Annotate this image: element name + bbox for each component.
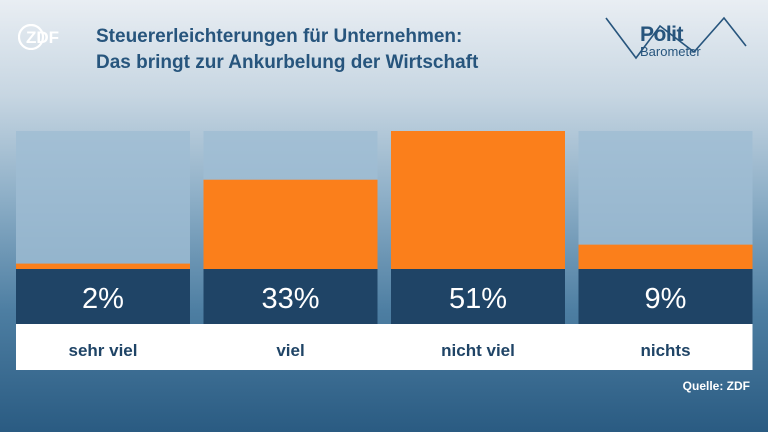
- bar-1: [203, 179, 378, 269]
- category-band: [16, 324, 753, 370]
- politbarometer-zigzag-icon: [605, 16, 747, 60]
- value-band-2: [391, 269, 565, 324]
- category-label-3: nichts: [640, 341, 690, 360]
- zdf-logo: ZDF: [18, 24, 59, 50]
- bar-track-0: [16, 131, 190, 269]
- value-band-3: [578, 269, 753, 324]
- chart-title-line-2: Das bringt zur Ankurbelung der Wirtschaf…: [96, 52, 479, 73]
- category-label-0: sehr viel: [69, 341, 138, 360]
- source-note: Quelle: ZDF: [682, 379, 750, 393]
- bar-3: [578, 244, 753, 269]
- bar-0: [16, 263, 190, 269]
- category-label-2: nicht viel: [441, 341, 515, 360]
- zdf-logo-text: ZDF: [26, 28, 59, 47]
- data-label-0: 2%: [82, 283, 124, 315]
- value-band-1: [203, 269, 378, 324]
- politbarometer-line-1: Polit: [640, 23, 683, 46]
- value-band-0: [16, 269, 190, 324]
- data-label-3: 9%: [645, 283, 687, 315]
- politbarometer-wordmark: Polit Barometer: [640, 23, 701, 59]
- data-label-2: 51%: [449, 283, 507, 315]
- politbarometer-logo: [605, 16, 747, 60]
- bar-2: [391, 131, 565, 269]
- category-label-1: viel: [276, 341, 304, 360]
- politbarometer-line-2: Barometer: [640, 44, 701, 59]
- chart-title-line-1: Steuererleichterungen für Unternehmen:: [96, 26, 463, 47]
- data-label-1: 33%: [261, 283, 319, 315]
- chart-title: Steuererleichterungen für Unternehmen: D…: [96, 24, 478, 76]
